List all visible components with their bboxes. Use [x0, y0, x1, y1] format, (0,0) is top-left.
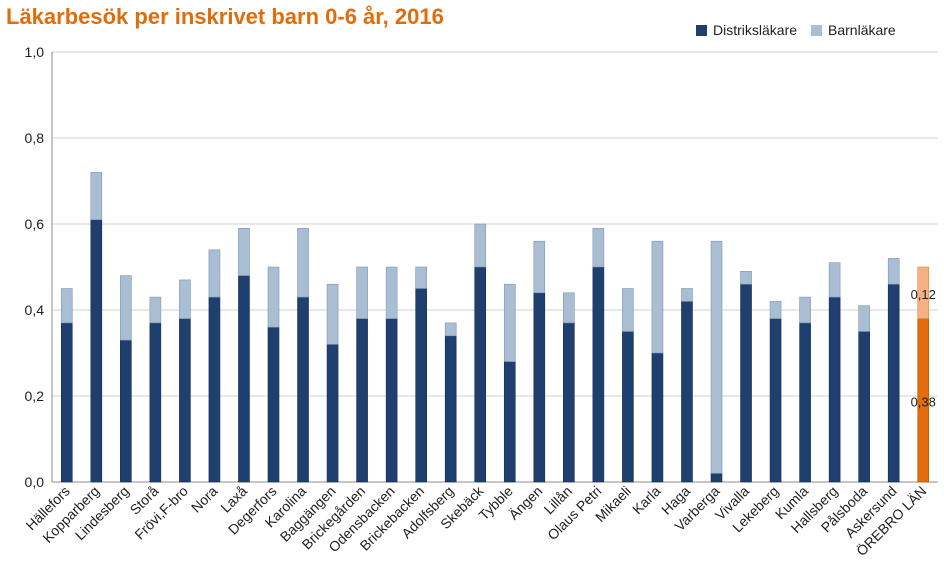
bar-barnlakare	[858, 305, 870, 332]
bar-barnlakare	[651, 240, 664, 354]
bar-barnlakare	[60, 288, 73, 324]
bar-barnlakare	[533, 240, 546, 294]
x-tick-label: Nora	[188, 483, 221, 516]
bar-barnlakare	[356, 266, 368, 319]
legend-label-barnlakare: Barnläkare	[828, 22, 896, 38]
bar-barnlakare	[267, 266, 280, 328]
bar-distriktslakare	[356, 318, 368, 483]
bar-distriktslakare	[828, 296, 841, 483]
bar-barnlakare	[592, 228, 605, 268]
data-label: 0,38	[911, 394, 936, 409]
legend-swatch-barnlakare	[811, 24, 823, 36]
data-label: 0,12	[911, 287, 936, 302]
bar-distriktslakare	[120, 339, 132, 483]
bar-distriktslakare	[799, 322, 811, 483]
bar-distriktslakare	[149, 322, 162, 483]
bar-distriktslakare	[533, 292, 546, 483]
bar-barnlakare	[238, 228, 250, 276]
bar-distriktslakare	[179, 318, 191, 483]
bar-barnlakare	[622, 288, 634, 332]
y-tick-label: 0,4	[25, 302, 45, 318]
bar-barnlakare	[887, 258, 900, 285]
y-tick-label: 0,6	[25, 216, 45, 232]
bar-distriktslakare	[444, 335, 457, 483]
bar-distriktslakare	[651, 352, 664, 483]
bar-distriktslakare	[238, 275, 250, 483]
bar-distriktslakare	[592, 266, 605, 483]
legend-swatch-distriktslakare	[696, 24, 707, 36]
bar-barnlakare	[799, 296, 811, 324]
bar-distriktslakare	[60, 322, 73, 483]
bar-distriktslakare	[887, 283, 900, 483]
bar-distriktslakare	[503, 361, 516, 483]
legend-item-barnlakare: Barnläkare	[811, 22, 896, 38]
y-tick-label: 0,0	[25, 474, 45, 490]
bar-distriktslakare	[563, 322, 575, 483]
bar-barnlakare	[828, 262, 841, 298]
x-tick-label: Karla	[629, 483, 664, 518]
bar-distriktslakare	[681, 301, 693, 483]
bar-barnlakare	[120, 275, 132, 341]
bar-distriktslakare	[415, 288, 427, 483]
bar-barnlakare	[503, 283, 516, 362]
bar-barnlakare	[710, 240, 723, 474]
bar-distriktslakare	[858, 331, 870, 483]
y-tick-label: 1,0	[25, 44, 45, 60]
bar-barnlakare	[179, 279, 191, 319]
legend-item-distriktslakare: Distriksläkare	[696, 22, 797, 38]
bar-barnlakare	[208, 249, 221, 298]
x-tick-label: Ängen	[505, 483, 545, 523]
bar-distriktslakare	[326, 344, 339, 483]
bar-barnlakare	[681, 288, 693, 302]
y-tick-label: 0,2	[25, 388, 45, 404]
legend-label-distriktslakare: Distriksläkare	[713, 22, 798, 38]
y-tick-label: 0,8	[25, 130, 45, 146]
bar-distriktslakare	[769, 318, 782, 483]
bar-distriktslakare	[622, 331, 634, 483]
bar-barnlakare	[740, 270, 752, 285]
bar-barnlakare	[563, 292, 575, 324]
legend: Distriksläkare Barnläkare	[696, 22, 896, 38]
bar-barnlakare	[415, 266, 427, 289]
bar-barnlakare	[326, 283, 339, 345]
bar-barnlakare	[297, 228, 309, 298]
bar-distriktslakare	[474, 266, 487, 483]
bar-barnlakare	[444, 322, 457, 337]
bar-barnlakare	[385, 266, 398, 319]
bar-barnlakare	[474, 223, 487, 268]
bar-barnlakare	[149, 296, 162, 324]
bar-barnlakare	[769, 301, 782, 319]
bar-distriktslakare	[710, 473, 723, 483]
bar-distriktslakare	[740, 283, 752, 483]
bar-distriktslakare	[267, 326, 280, 483]
chart-title: Läkarbesök per inskrivet barn 0-6 år, 20…	[6, 4, 444, 29]
bar-distriktslakare	[385, 318, 398, 483]
bar-barnlakare	[917, 266, 930, 319]
bar-barnlakare	[90, 172, 103, 220]
bar-distriktslakare	[297, 296, 309, 483]
bar-distriktslakare	[90, 219, 103, 483]
bar-distriktslakare	[208, 296, 221, 483]
